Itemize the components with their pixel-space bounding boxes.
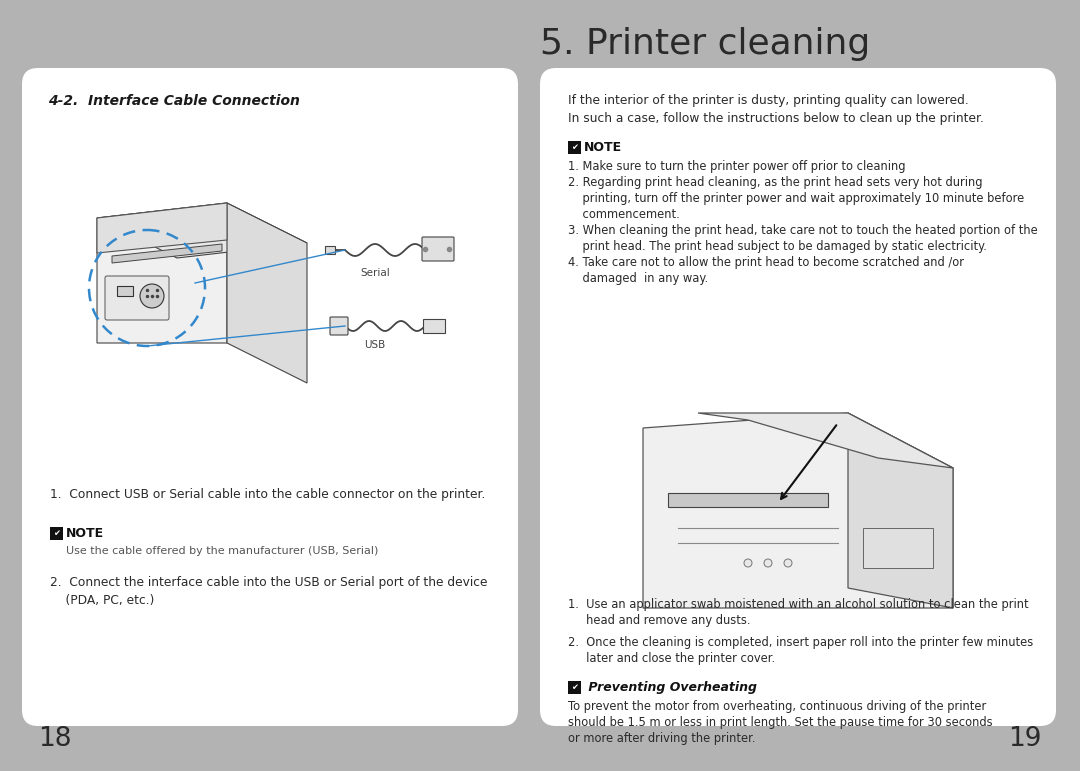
Text: 18: 18 (38, 726, 71, 752)
Polygon shape (97, 203, 307, 258)
Bar (50, 527, 63, 540)
FancyBboxPatch shape (540, 68, 1056, 726)
Polygon shape (643, 413, 953, 608)
Text: 1.  Connect USB or Serial cable into the cable connector on the printer.: 1. Connect USB or Serial cable into the … (50, 488, 485, 501)
Polygon shape (97, 203, 227, 343)
Text: 1.  Use an applicator swab moistened with an alcohol solution to clean the print: 1. Use an applicator swab moistened with… (568, 598, 1028, 611)
Text: damaged  in any way.: damaged in any way. (568, 272, 708, 285)
Text: USB: USB (364, 340, 386, 350)
Text: Serial: Serial (360, 268, 390, 278)
Bar (117, 286, 133, 296)
Text: or more after driving the printer.: or more after driving the printer. (568, 732, 756, 745)
Polygon shape (698, 413, 953, 468)
Text: If the interior of the printer is dusty, printing quality can lowered.: If the interior of the printer is dusty,… (568, 94, 969, 107)
Text: head and remove any dusts.: head and remove any dusts. (568, 614, 751, 627)
Text: NOTE: NOTE (66, 527, 104, 540)
Bar (669, 493, 828, 507)
Bar (568, 681, 581, 694)
Text: should be 1.5 m or less in print length. Set the pause time for 30 seconds: should be 1.5 m or less in print length.… (568, 716, 993, 729)
Circle shape (784, 559, 792, 567)
Text: commencement.: commencement. (568, 208, 679, 221)
Text: 2. Regarding print head cleaning, as the print head sets very hot during: 2. Regarding print head cleaning, as the… (568, 176, 983, 189)
FancyBboxPatch shape (330, 317, 348, 335)
Text: 1. Make sure to turn the printer power off prior to cleaning: 1. Make sure to turn the printer power o… (568, 160, 905, 173)
FancyBboxPatch shape (22, 68, 518, 726)
Text: 4-2.  Interface Cable Connection: 4-2. Interface Cable Connection (48, 94, 300, 108)
Polygon shape (848, 413, 953, 608)
Text: Use the cable offered by the manufacturer (USB, Serial): Use the cable offered by the manufacture… (66, 546, 378, 556)
Circle shape (140, 284, 164, 308)
Text: ✔: ✔ (571, 683, 578, 692)
Text: print head. The print head subject to be damaged by static electricity.: print head. The print head subject to be… (568, 240, 987, 253)
Text: later and close the printer cover.: later and close the printer cover. (568, 652, 775, 665)
FancyBboxPatch shape (105, 276, 168, 320)
Bar (423, 319, 445, 333)
Text: In such a case, follow the instructions below to clean up the printer.: In such a case, follow the instructions … (568, 112, 984, 125)
Text: 5. Printer cleaning: 5. Printer cleaning (540, 27, 870, 61)
Text: 2.  Once the cleaning is completed, insert paper roll into the printer few minut: 2. Once the cleaning is completed, inser… (568, 636, 1034, 649)
FancyBboxPatch shape (422, 237, 454, 261)
Text: 19: 19 (1009, 726, 1042, 752)
Bar (568, 141, 581, 154)
Polygon shape (97, 203, 227, 253)
Text: ✔: ✔ (53, 529, 60, 538)
Text: ✔: ✔ (571, 143, 578, 152)
Text: 2.  Connect the interface cable into the USB or Serial port of the device
    (P: 2. Connect the interface cable into the … (50, 576, 487, 607)
Bar (863, 528, 933, 568)
Text: Preventing Overheating: Preventing Overheating (584, 681, 757, 694)
Text: printing, turn off the printer power and wait approximately 10 minute before: printing, turn off the printer power and… (568, 192, 1024, 205)
Polygon shape (112, 244, 222, 263)
Text: To prevent the motor from overheating, continuous driving of the printer: To prevent the motor from overheating, c… (568, 700, 986, 713)
Circle shape (744, 559, 752, 567)
Circle shape (764, 559, 772, 567)
Text: NOTE: NOTE (584, 141, 622, 154)
Bar (325, 246, 335, 254)
Text: 3. When cleaning the print head, take care not to touch the heated portion of th: 3. When cleaning the print head, take ca… (568, 224, 1038, 237)
Polygon shape (227, 203, 307, 383)
Text: 4. Take care not to allow the print head to become scratched and /or: 4. Take care not to allow the print head… (568, 256, 964, 269)
